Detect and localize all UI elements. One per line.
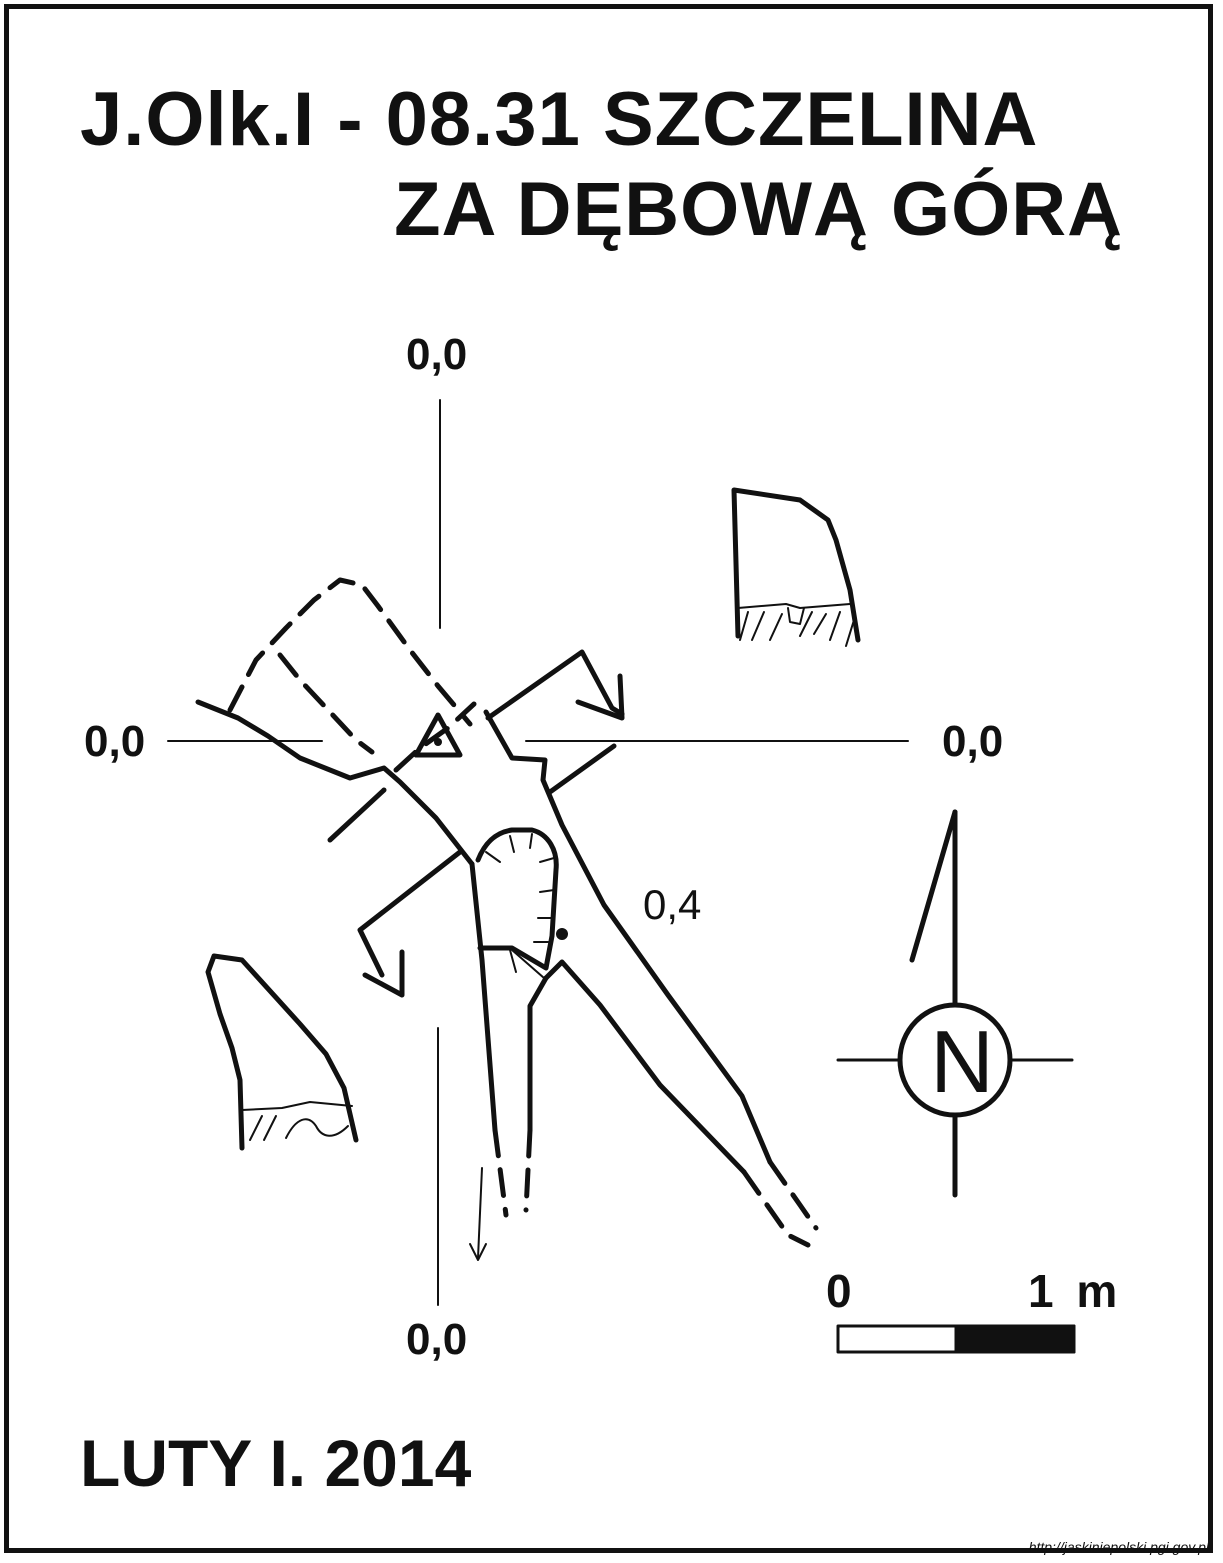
section-cut-lines [327, 649, 625, 998]
grid-label-left: 0,0 [84, 717, 146, 766]
cross-section-2 [205, 953, 359, 1151]
grid-label-bottom: 0,0 [406, 1315, 468, 1364]
scale-end-label: 1 m [1028, 1265, 1118, 1317]
cross-section-1 [731, 487, 861, 643]
cave-probable-wall-lines [227, 577, 819, 1248]
cave-title-line1: J.Olk.I - 08.31 SZCZELINA [80, 77, 1039, 162]
slope-arrow [469, 1167, 487, 1261]
scale-start-label: 0 [826, 1265, 852, 1317]
cave-wall-lines [195, 699, 773, 1175]
ledge-hachures [485, 833, 555, 979]
grid-cross-lines [167, 399, 909, 1306]
depth-point-marker [556, 928, 568, 940]
source-credit-link[interactable]: http://jaskiniepolski.pgi.gov.pl [1028, 1539, 1209, 1555]
survey-station-dot [434, 738, 442, 746]
north-letter: N [930, 1012, 994, 1111]
depth-label: 0,4 [643, 881, 702, 928]
scale-bar [836, 1324, 1076, 1354]
map-frame [4, 4, 1213, 1553]
grid-label-top: 0,0 [406, 330, 468, 379]
cave-title-line2: ZA DĘBOWĄ GÓRĄ [394, 167, 1123, 252]
survey-station-icon [413, 712, 463, 758]
survey-date: LUTY I. 2014 [80, 1426, 472, 1500]
north-arrow-icon [836, 809, 1074, 1198]
grid-label-right: 0,0 [942, 717, 1004, 766]
